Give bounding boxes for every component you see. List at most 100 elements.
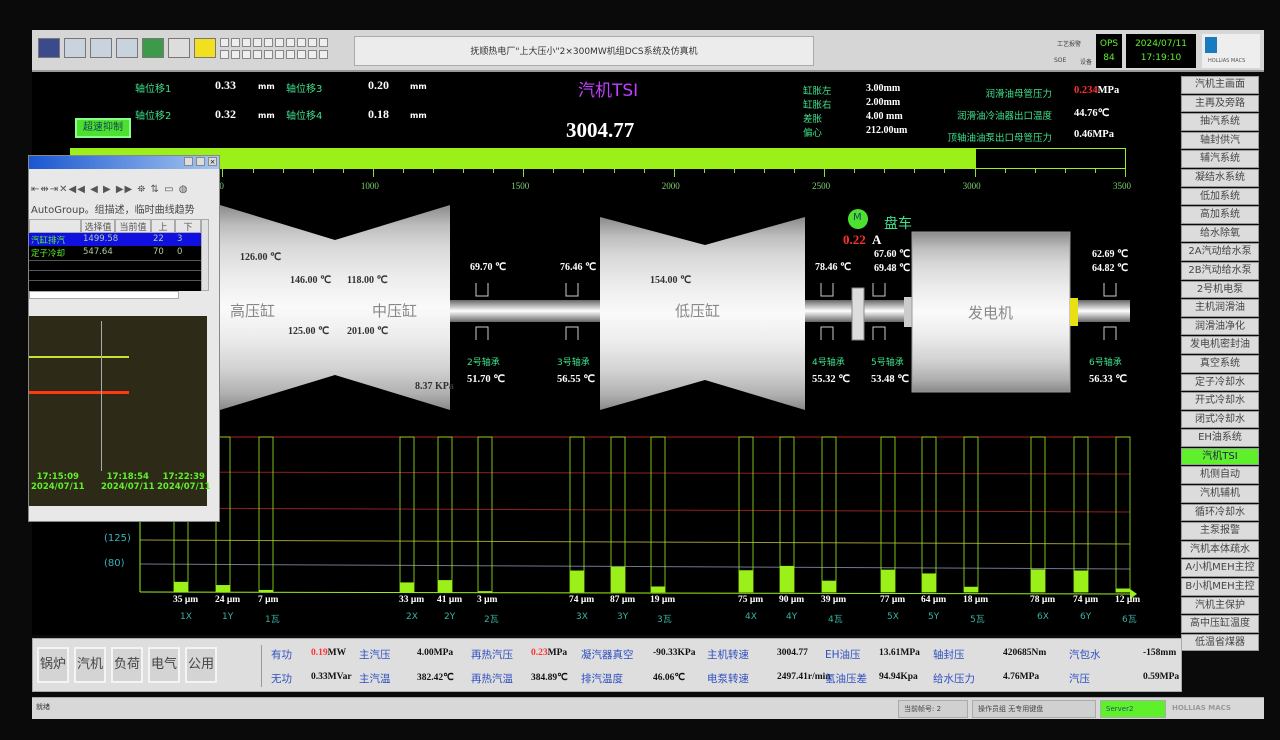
page-slot[interactable] — [242, 38, 251, 47]
nav-item[interactable]: 辅汽系统 — [1181, 150, 1259, 168]
nav-item[interactable]: 主泵报警 — [1181, 522, 1259, 540]
vibration-label: 2Y — [444, 612, 456, 622]
param-unit: MPa — [547, 648, 568, 658]
page-slot[interactable] — [264, 38, 273, 47]
nav-item[interactable]: 2号机电泵 — [1181, 280, 1259, 299]
page-slot[interactable] — [253, 38, 262, 47]
maximize-button[interactable] — [196, 157, 205, 166]
export-icon[interactable] — [116, 38, 138, 58]
page-slot[interactable] — [297, 38, 306, 47]
bottom-nav-button[interactable]: 汽机 — [74, 647, 106, 683]
table-row[interactable] — [29, 233, 201, 246]
nav-item[interactable]: B小机MEH主控 — [1181, 578, 1259, 596]
table-header[interactable]: 选择值 — [81, 219, 115, 233]
nav-item[interactable]: EH油系统 — [1181, 429, 1259, 447]
oil-value: 0.234 — [1074, 85, 1098, 96]
speed-tick-label: 2000 — [661, 181, 680, 191]
nav-item[interactable]: 2A汽动给水泵 — [1181, 243, 1259, 261]
nav-item[interactable]: 闭式冷却水 — [1181, 410, 1259, 429]
table-header[interactable]: 当前值 — [115, 219, 151, 233]
page-slot[interactable] — [220, 38, 229, 47]
nav-item[interactable]: 汽机TSI — [1181, 447, 1259, 466]
page-slot[interactable] — [220, 50, 229, 59]
nav-item[interactable]: A小机MEH主控 — [1181, 559, 1259, 578]
overspeed-suppress-button[interactable]: 超速抑制 — [75, 118, 131, 138]
page-slot[interactable] — [253, 50, 262, 59]
nav-item[interactable]: 汽机辅机 — [1181, 485, 1259, 503]
nav-item[interactable]: 开式冷却水 — [1181, 392, 1259, 410]
speed-tick — [433, 169, 435, 173]
page-slot[interactable] — [231, 50, 240, 59]
document-icon[interactable] — [90, 38, 112, 58]
page-slot[interactable] — [231, 38, 240, 47]
minimize-button[interactable] — [184, 157, 193, 166]
popup-titlebar[interactable]: × — [29, 156, 219, 169]
nav-item[interactable]: 主机润滑油 — [1181, 299, 1259, 317]
trend-cursor[interactable] — [101, 321, 102, 471]
nav-item[interactable]: 发电机密封油 — [1181, 336, 1259, 354]
table-header[interactable] — [29, 219, 81, 233]
page-slot[interactable] — [319, 50, 328, 59]
x-axis-arrow — [1130, 589, 1137, 599]
page-slot[interactable] — [242, 50, 251, 59]
nav-item[interactable]: 轴封供汽 — [1181, 131, 1259, 150]
vibration-value: 12 μm — [1115, 595, 1141, 605]
bottom-nav-button[interactable]: 锅炉 — [37, 647, 69, 683]
bottom-nav-button[interactable]: 负荷 — [111, 647, 143, 683]
nav-item[interactable]: 2B汽动给水泵 — [1181, 261, 1259, 280]
page-slot[interactable] — [264, 50, 273, 59]
nav-item[interactable]: 汽机主画面 — [1181, 76, 1259, 94]
close-button[interactable]: × — [208, 157, 217, 166]
soe-button[interactable]: SOE — [1054, 57, 1067, 64]
nav-item[interactable]: 高中压缸温度 — [1181, 615, 1259, 633]
nav-item[interactable]: 低温省煤器 — [1181, 633, 1259, 652]
nav-item[interactable]: 真空系统 — [1181, 354, 1259, 373]
page-slot[interactable] — [319, 38, 328, 47]
nav-item[interactable]: 定子冷却水 — [1181, 373, 1259, 392]
nav-item[interactable]: 凝结水系统 — [1181, 168, 1259, 187]
alarm-icon[interactable] — [194, 38, 216, 58]
settings-icon[interactable] — [168, 38, 190, 58]
turning-motor-icon[interactable] — [848, 209, 868, 229]
nav-item[interactable]: 汽机主保护 — [1181, 596, 1259, 615]
page-slot[interactable] — [308, 50, 317, 59]
page-slot[interactable] — [297, 50, 306, 59]
group-description: AutoGroup。组描述，临时曲线趋势 — [31, 205, 195, 216]
page-slot[interactable] — [286, 38, 295, 47]
table-header[interactable]: 下 — [175, 219, 201, 233]
open-icon[interactable] — [64, 38, 86, 58]
table-cell: 3 — [177, 234, 183, 244]
page-slot[interactable] — [275, 50, 284, 59]
nav-item[interactable]: 主再及旁路 — [1181, 94, 1259, 113]
horizontal-scrollbar[interactable] — [29, 291, 179, 299]
nav-item[interactable]: 汽机本体疏水 — [1181, 540, 1259, 559]
nav-item[interactable]: 抽汽系统 — [1181, 113, 1259, 131]
page-slot[interactable] — [308, 38, 317, 47]
nav-item[interactable]: 给水除氧 — [1181, 224, 1259, 243]
table-scrollbar[interactable] — [201, 219, 209, 291]
vibration-label: 4瓦 — [828, 615, 843, 625]
bottom-nav-button[interactable]: 公用 — [185, 647, 217, 683]
vibration-gauge-tube — [650, 436, 666, 593]
network-icon[interactable] — [142, 38, 164, 58]
nav-item[interactable]: 高加系统 — [1181, 206, 1259, 224]
device-alarm-button[interactable]: 设备 — [1080, 59, 1093, 66]
vibration-gauge-tube — [821, 436, 837, 593]
page-slot[interactable] — [275, 38, 284, 47]
monitor-icon[interactable] — [38, 38, 60, 58]
bottom-nav-button[interactable]: 电气 — [148, 647, 180, 683]
trend-nav-toolbar[interactable]: ⇤⇹⇥✕◀◀ ◀ ▶ ▶▶ ⛯ ⇅ ▭ ◍ — [31, 184, 189, 195]
process-alarm-button[interactable]: 工艺报警 — [1057, 41, 1082, 48]
nav-item[interactable]: 机侧自动 — [1181, 466, 1259, 485]
nav-item[interactable]: 低加系统 — [1181, 187, 1259, 206]
table-header[interactable]: 上 — [151, 219, 175, 233]
bearing-symbols — [475, 283, 1117, 340]
nav-item[interactable]: 润滑油净化 — [1181, 317, 1259, 336]
trend-time-label: 17:15:09 2024/07/11 — [31, 472, 85, 492]
table-row[interactable] — [29, 246, 201, 259]
param-value: 0.33 — [311, 672, 328, 682]
nav-item[interactable]: 循环冷却水 — [1181, 503, 1259, 522]
trend-popup-window[interactable]: × ⇤⇹⇥✕◀◀ ◀ ▶ ▶▶ ⛯ ⇅ ▭ ◍ AutoGroup。组描述，临时… — [28, 155, 220, 522]
page-slot[interactable] — [286, 50, 295, 59]
bearing-bottom-temp: 53.48 ℃ — [871, 374, 910, 385]
